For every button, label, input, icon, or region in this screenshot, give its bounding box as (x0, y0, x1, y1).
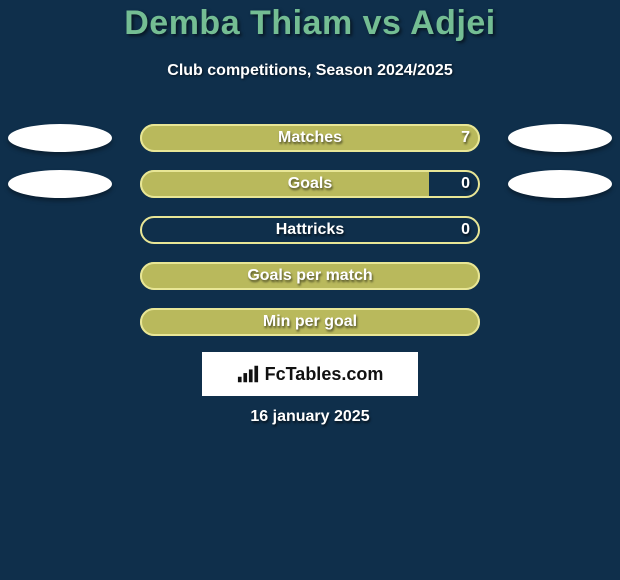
stat-bar-track (140, 170, 480, 198)
stat-bar-fill (140, 170, 429, 198)
stat-bar-track (140, 124, 480, 152)
comparison-infographic: Demba Thiam vs Adjei Club competitions, … (0, 0, 620, 580)
player-left-marker (8, 170, 112, 198)
stat-row: Goals0 (0, 170, 620, 198)
subtitle: Club competitions, Season 2024/2025 (0, 62, 620, 80)
stat-bar-fill (140, 124, 480, 152)
brand-badge: FcTables.com (202, 352, 418, 396)
page-title: Demba Thiam vs Adjei (0, 4, 620, 43)
stat-bar-fill (140, 308, 480, 336)
stat-bar-fill (140, 262, 480, 290)
stat-row: Goals per match (0, 262, 620, 290)
stat-row: Matches7 (0, 124, 620, 152)
stat-rows: Matches7 Goals0 Hattricks0 Goals per match M… (0, 124, 620, 354)
bar-chart-icon (237, 364, 259, 384)
date-label: 16 january 2025 (0, 408, 620, 426)
stat-bar-track (140, 262, 480, 290)
stat-bar-track (140, 308, 480, 336)
player-right-marker (508, 170, 612, 198)
brand-text: FcTables.com (265, 364, 384, 385)
player-right-marker (508, 124, 612, 152)
player-left-marker (8, 124, 112, 152)
stat-row: Min per goal (0, 308, 620, 336)
stat-row: Hattricks0 (0, 216, 620, 244)
stat-bar-track (140, 216, 480, 244)
